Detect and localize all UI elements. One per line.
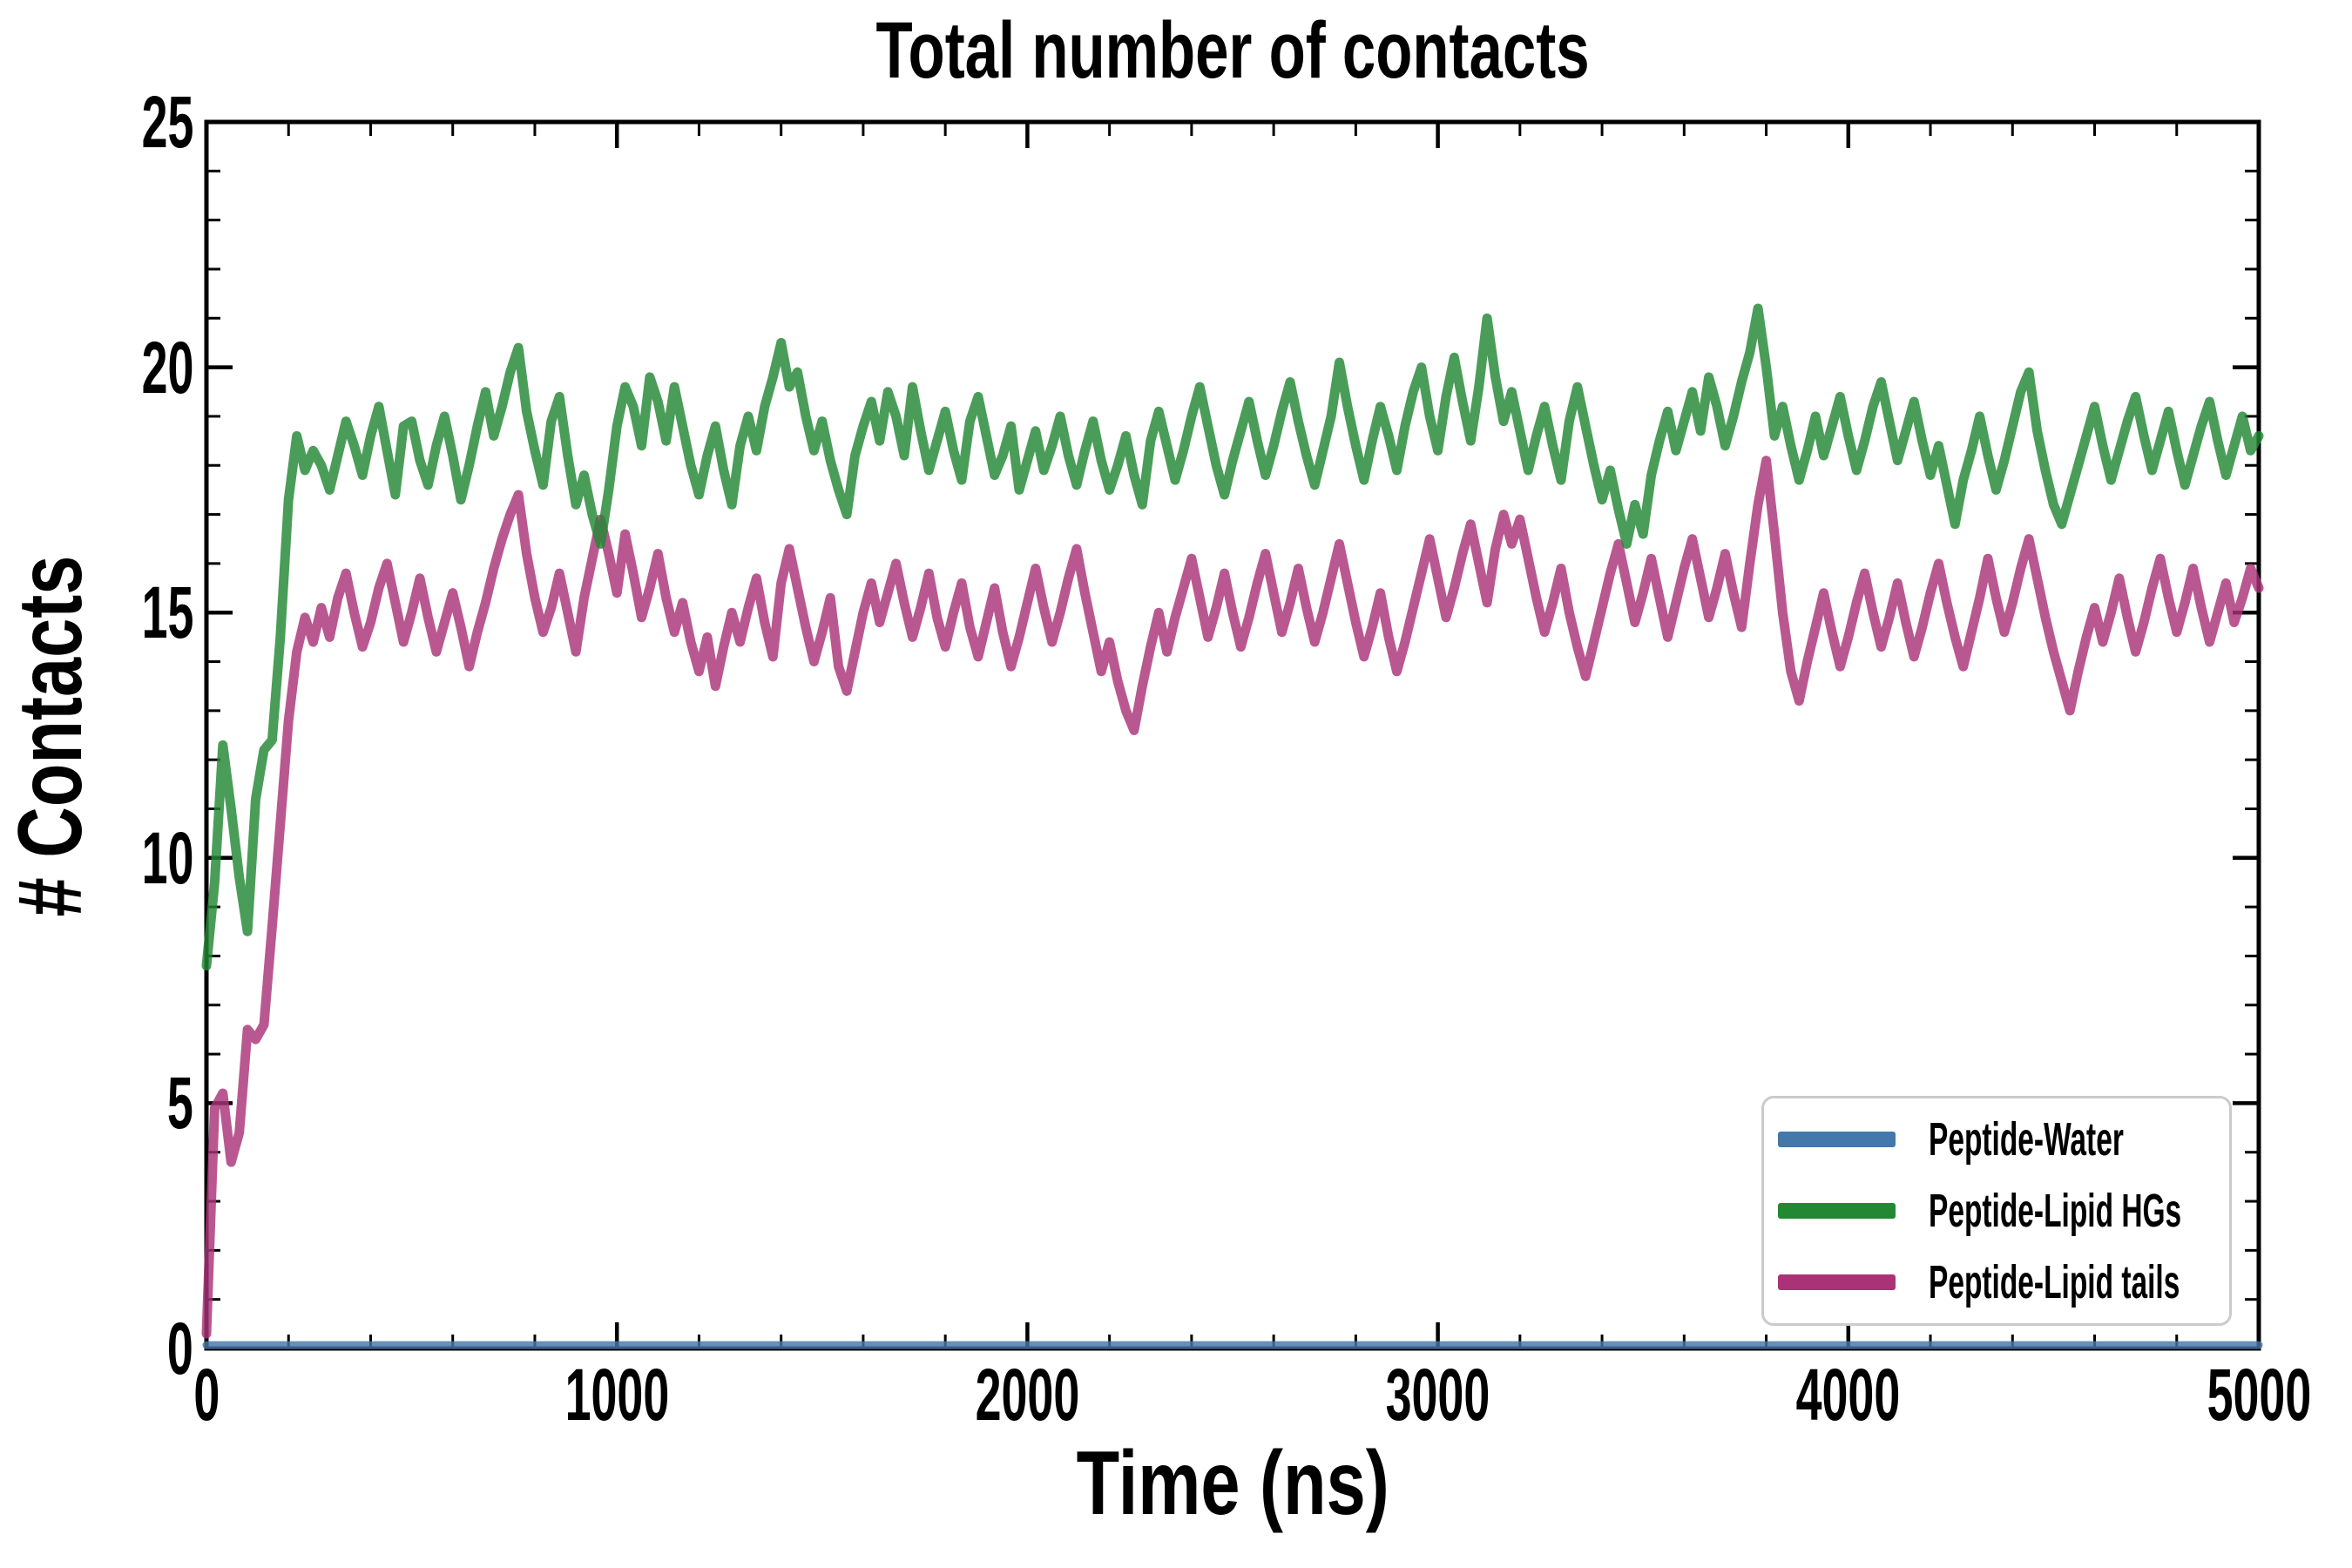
y-tick-label-text: 10 (141, 816, 193, 899)
y-tick-label-0: 0 (0, 1309, 193, 1388)
x-axis-label-text: Time (ns) (1076, 1433, 1389, 1534)
legend-item: Peptide-Lipid tails (1764, 1257, 2229, 1308)
legend-item: Peptide-Water (1764, 1114, 2229, 1165)
y-tick-label-15: 15 (0, 573, 193, 652)
series-line-peptide-lipid-tails (201, 456, 2264, 1339)
y-tick-label-text: 0 (167, 1308, 193, 1389)
x-tick-label-3000: 3000 (1308, 1355, 1569, 1434)
x-tick-label-text: 2000 (975, 1354, 1080, 1436)
series-line-peptide-lipid-hgs (201, 303, 2264, 971)
x-tick-label-text: 4000 (1795, 1354, 1901, 1436)
x-tick-label-text: 3000 (1385, 1354, 1490, 1436)
y-tick-label-text: 5 (167, 1062, 193, 1145)
x-tick-label-text: 1000 (564, 1354, 669, 1436)
legend-label-text: Peptide-Lipid HGs (1929, 1185, 2182, 1237)
legend-label: Peptide-Water (1929, 1114, 2243, 1165)
legend-label: Peptide-Lipid tails (1929, 1257, 2334, 1308)
x-tick-label-0: 0 (76, 1355, 337, 1434)
chart-title: Total number of contacts (206, 5, 2259, 96)
x-tick-label-5000: 5000 (2128, 1355, 2352, 1434)
y-tick-label-25: 25 (0, 83, 193, 161)
x-tick-label-text: 5000 (2207, 1354, 2311, 1436)
legend-label-text: Peptide-Water (1929, 1113, 2124, 1166)
legend-swatch (1778, 1274, 1896, 1290)
x-tick-label-text: 0 (193, 1354, 220, 1436)
chart-title-text: Total number of contacts (875, 6, 1590, 95)
y-tick-label-text: 25 (141, 81, 193, 163)
x-tick-label-1000: 1000 (486, 1355, 747, 1434)
legend-item: Peptide-Lipid HGs (1764, 1186, 2229, 1236)
legend-label: Peptide-Lipid HGs (1929, 1186, 2336, 1236)
legend-swatch (1778, 1203, 1896, 1219)
x-tick-label-2000: 2000 (896, 1355, 1158, 1434)
legend: Peptide-Water Peptide-Lipid HGs Peptide-Li… (1761, 1096, 2232, 1326)
y-tick-label-5: 5 (0, 1064, 193, 1142)
x-axis-label: Time (ns) (206, 1436, 2259, 1531)
y-tick-label-10: 10 (0, 819, 193, 897)
x-tick-label-4000: 4000 (1718, 1355, 1979, 1434)
legend-label-text: Peptide-Lipid tails (1929, 1256, 2180, 1308)
legend-swatch (1778, 1132, 1896, 1147)
y-tick-label-text: 20 (141, 326, 193, 409)
y-tick-label-20: 20 (0, 328, 193, 407)
y-tick-label-text: 15 (141, 571, 193, 654)
